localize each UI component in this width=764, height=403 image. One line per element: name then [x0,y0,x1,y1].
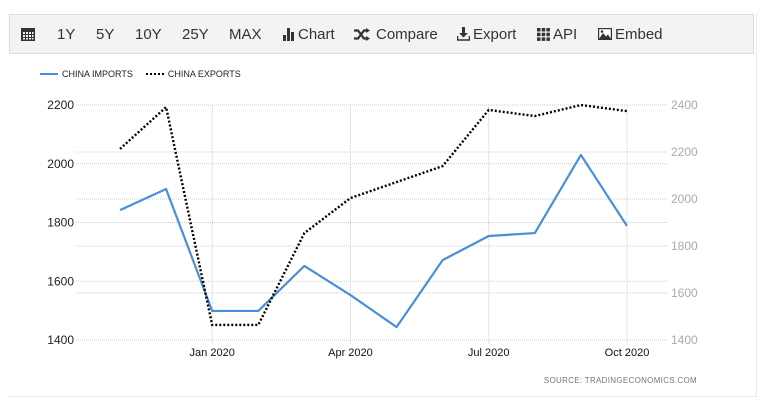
bar-chart-icon [283,27,294,41]
left-y-tick: 2200 [47,98,74,112]
left-y-tick: 1400 [47,333,74,347]
compare-label: Compare [376,25,438,43]
compare-button[interactable]: Compare [354,15,438,53]
right-y-axis: 1400 1600 1800 2000 2200 2400 [671,98,698,347]
x-tick-label: Jul 2020 [468,347,510,359]
range-5y-button[interactable]: 5Y [96,15,114,53]
chart-legend: CHINA IMPORTS CHINA EXPORTS [40,69,254,79]
api-button[interactable]: API [537,15,577,53]
embed-button[interactable]: Embed [598,15,663,53]
left-y-tick: 2000 [47,157,74,171]
range-10y-label: 10Y [135,25,162,43]
x-tick-label: Jan 2020 [190,347,235,359]
chart-panel [8,14,757,397]
left-y-tick: 1800 [47,216,74,230]
shuffle-icon [354,27,370,41]
exports-line [119,103,628,327]
left-y-tick: 1600 [47,274,74,288]
range-1y-button[interactable]: 1Y [57,15,75,53]
right-y-tick: 1400 [671,333,698,347]
range-10y-button[interactable]: 10Y [135,15,162,53]
right-y-tick: 2000 [671,192,698,206]
range-25y-label: 25Y [182,25,209,43]
imports-swatch [40,73,58,75]
right-y-tick: 1600 [671,286,698,300]
calendar-icon [21,28,35,41]
right-y-tick: 2400 [671,98,698,112]
grid-icon [537,27,550,41]
source-attribution: SOURCE: TRADINGECONOMICS.COM [543,376,697,385]
right-y-tick: 2200 [671,145,698,159]
range-max-button[interactable]: MAX [229,15,262,53]
exports-swatch [145,73,164,75]
legend-item-exports[interactable]: CHINA EXPORTS [145,69,241,79]
x-tick-label: Oct 2020 [605,347,650,359]
legend-item-imports[interactable]: CHINA IMPORTS [40,69,133,79]
x-axis: Jan 2020 Apr 2020 Jul 2020 Oct 2020 [190,347,650,359]
image-icon [598,28,612,40]
imports-line [119,153,628,329]
range-25y-button[interactable]: 25Y [182,15,209,53]
range-5y-label: 5Y [96,25,115,43]
range-max-label: MAX [229,25,262,43]
x-tick-label: Apr 2020 [328,347,373,359]
left-y-axis: 1400 1600 1800 2000 2200 [47,98,74,347]
embed-label: Embed [615,25,663,43]
export-label: Export [473,25,517,43]
chart-button[interactable]: Chart [283,15,335,53]
legend-imports-label: CHINA IMPORTS [62,69,133,79]
api-label: API [553,25,578,43]
chart-grid [76,104,668,344]
export-button[interactable]: Export [457,15,516,53]
range-1y-label: 1Y [57,25,76,43]
download-icon [457,27,470,41]
right-y-tick: 1800 [671,239,698,253]
chart-label: Chart [298,25,335,43]
calendar-button[interactable] [21,15,35,53]
legend-exports-label: CHINA EXPORTS [167,69,241,79]
toolbar: 1Y 5Y 10Y 25Y MAX Chart Compare Export [9,14,754,54]
